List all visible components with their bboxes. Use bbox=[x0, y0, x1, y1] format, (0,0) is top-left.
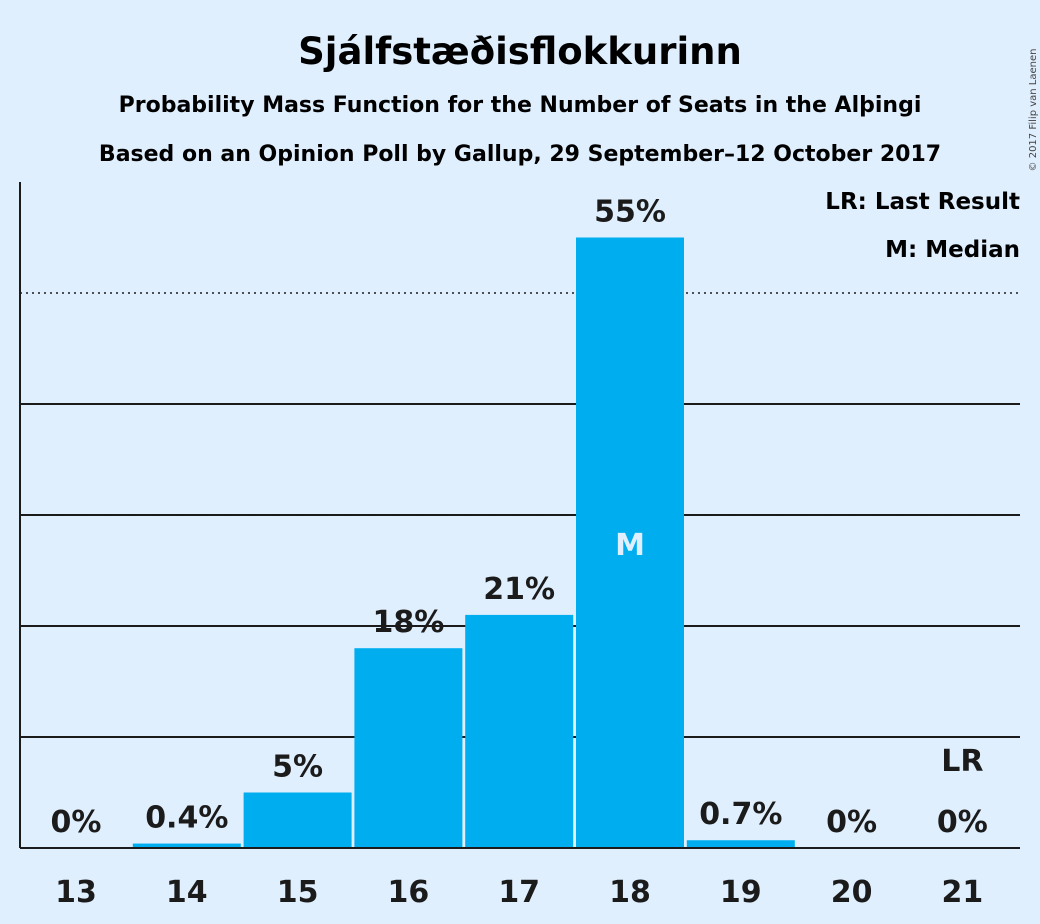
x-tick-15: 15 bbox=[277, 875, 319, 910]
bar-15 bbox=[243, 792, 352, 848]
value-label-16: 18% bbox=[372, 605, 444, 640]
x-tick-16: 16 bbox=[388, 875, 430, 910]
x-tick-13: 13 bbox=[55, 875, 97, 910]
value-label-14: 0.4% bbox=[145, 801, 228, 836]
value-label-19: 0.7% bbox=[699, 797, 782, 832]
chart-subtitle: Probability Mass Function for the Number… bbox=[119, 93, 922, 118]
value-label-21: 0% bbox=[937, 805, 988, 840]
bar-18 bbox=[576, 237, 684, 848]
copyright-notice: © 2017 Filip van Laenen bbox=[1028, 49, 1039, 172]
chart-subtitle-poll: Based on an Opinion Poll by Gallup, 29 S… bbox=[99, 142, 941, 167]
x-tick-19: 19 bbox=[720, 875, 762, 910]
bar-19 bbox=[686, 840, 795, 848]
value-label-18: 55% bbox=[594, 195, 666, 230]
value-label-20: 0% bbox=[826, 805, 877, 840]
chart-title: Sjálfstæðisflokkurinn bbox=[298, 30, 742, 73]
x-tick-17: 17 bbox=[498, 875, 540, 910]
x-tick-labels: 13 14 15 16 17 18 19 20 21 bbox=[55, 875, 983, 910]
last-result-marker: LR bbox=[941, 744, 983, 779]
value-label-15: 5% bbox=[272, 750, 323, 785]
x-tick-21: 21 bbox=[942, 875, 984, 910]
legend-median: M: Median bbox=[885, 237, 1020, 263]
bar-14 bbox=[132, 843, 241, 848]
legend-last-result: LR: Last Result bbox=[825, 189, 1020, 215]
value-label-17: 21% bbox=[483, 572, 555, 607]
bars bbox=[132, 237, 795, 848]
x-tick-20: 20 bbox=[831, 875, 873, 910]
median-marker: M bbox=[615, 528, 645, 563]
gridlines bbox=[20, 292, 1020, 738]
x-tick-18: 18 bbox=[609, 875, 651, 910]
bar-16 bbox=[354, 648, 463, 848]
value-label-13: 0% bbox=[51, 805, 102, 840]
x-tick-14: 14 bbox=[166, 875, 208, 910]
value-labels: 0% 0.4% 5% 18% 21% 55% 0.7% 0% 0% M LR bbox=[51, 195, 988, 841]
bar-17 bbox=[465, 614, 574, 848]
